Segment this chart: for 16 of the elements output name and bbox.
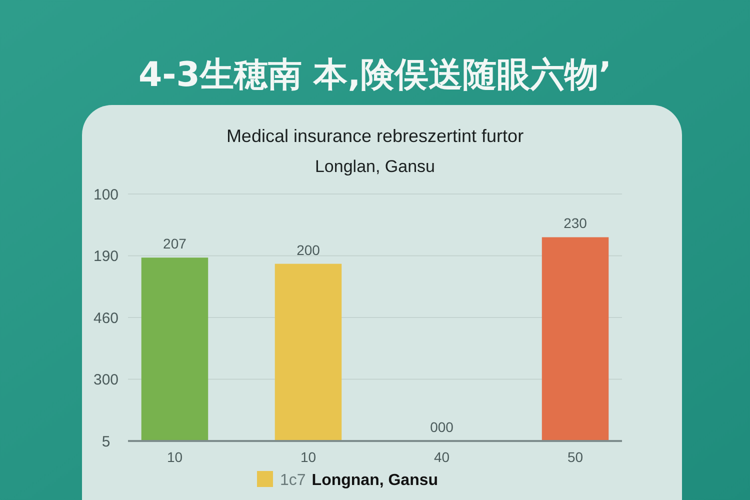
x-tick-label: 50 [567, 449, 584, 465]
data-label: 200 [296, 242, 320, 258]
text: 190 [93, 248, 119, 265]
text: 460 [93, 310, 119, 327]
x-tick-label: 40 [434, 449, 450, 465]
x-tick-label: 10 [300, 449, 316, 465]
data-label: 230 [564, 215, 588, 232]
data-label: 207 [163, 236, 187, 252]
text: 300 [93, 372, 119, 388]
data-label: 000 [430, 419, 454, 435]
chart-title: 4-3生穂南 本,険俣送随眼六物’ [138, 55, 612, 95]
chart-subtitle: Medical insurance rebreszertint furtor Longlan, Gansu [226, 126, 524, 176]
text: 100 [93, 186, 119, 204]
x-tick-label: 10 [166, 449, 183, 465]
text: 5 [102, 433, 110, 450]
legend-label: 1c7 Longnan, Gansu [280, 472, 438, 489]
